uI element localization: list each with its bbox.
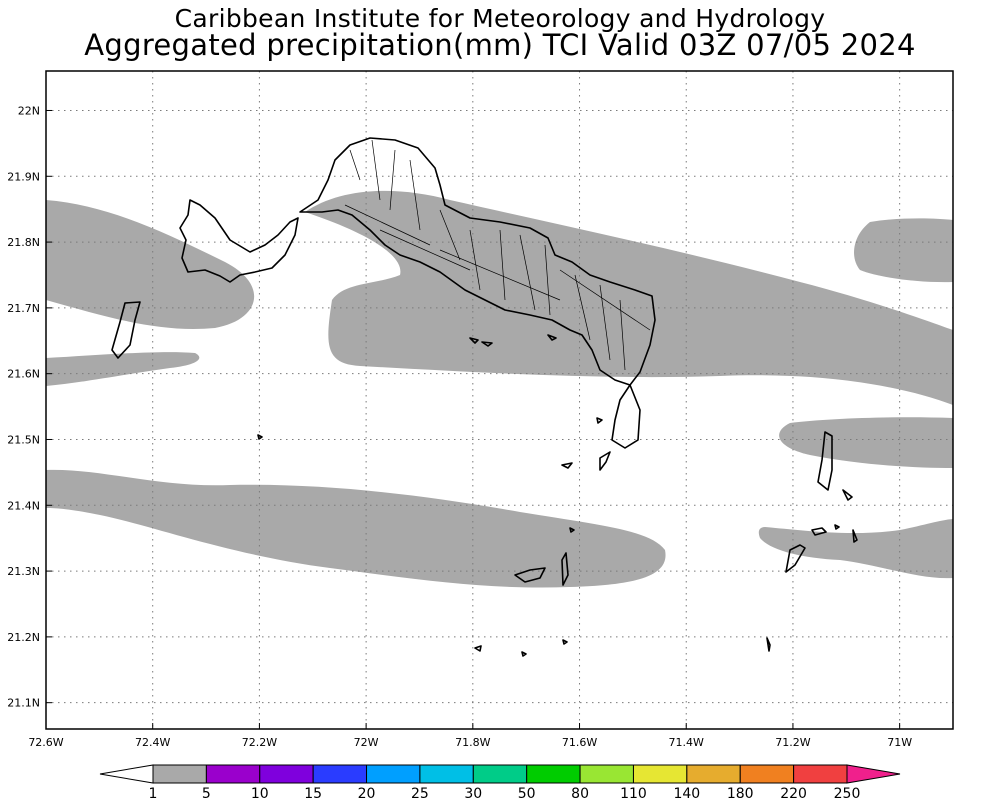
colorbar-label: 140 [673,786,700,800]
colorbar-swatch [739,764,795,784]
colorbar-swatch [152,764,207,784]
colorbar-label: 80 [571,786,589,800]
chart-title: Caribbean Institute for Meteorology and … [174,4,826,33]
lat-tick-label: 21.9N [7,170,40,183]
lat-tick-label: 21.3N [7,565,40,578]
lon-tick-label: 71.2W [775,736,810,749]
lat-tick-label: 21.8N [7,236,40,249]
land-outlines [111,137,858,657]
islet-east-1 [811,489,858,543]
colorbar-swatch [419,764,474,784]
colorbar-label: 180 [727,786,754,800]
colorbar-label: 30 [464,786,482,800]
chart-subtitle: Aggregated precipitation(mm) TCI Valid 0… [84,28,916,62]
lon-tick-label: 71.6W [562,736,597,749]
islet-small-3 [257,434,573,469]
lat-tick-label: 21.6N [7,368,40,381]
lat-tick-label: 22N [18,104,40,117]
colorbar-label: 20 [358,786,376,800]
lat-tick-label: 21.2N [7,631,40,644]
islet-south-rocks [474,637,771,657]
island-north-middle-caicos [299,137,656,386]
colorbar-label: 10 [251,786,269,800]
island-grand-turk [817,431,833,491]
precip-band-west-small [46,352,200,386]
islet-small-1 [469,334,557,347]
lon-tick-label: 72.6W [28,736,63,749]
lon-tick-label: 72W [354,736,379,749]
precip-band-southeast [758,519,953,579]
colorbar-under-arrow [99,764,154,784]
colorbar-swatch [472,764,528,784]
map-grid [46,71,953,729]
colorbar-label: 15 [304,786,322,800]
precip-band-northeast [854,218,953,283]
axis-ticks: 72.6W 72.4W 72.2W 72W 71.8W 71.6W 71.4W 71.2W 71… [7,104,912,749]
lon-tick-label: 72.4W [135,736,170,749]
colorbar-label: 5 [202,786,211,800]
colorbar-swatch [205,764,261,784]
lon-tick-label: 72.2W [242,736,277,749]
island-interior-lines [344,139,651,371]
colorbar-label: 110 [620,786,647,800]
colorbar-legend: 1 5 10 15 20 25 30 50 80 110 140 180 220 250 [99,764,901,800]
island-west-caicos [111,301,141,359]
plot-frame [45,70,954,730]
colorbar-label: 220 [780,786,807,800]
precip-band-central [305,190,953,405]
lon-tick-label: 71.4W [669,736,704,749]
island-providenciales [179,199,299,283]
island-east-caicos-tail [611,384,641,449]
colorbar-swatch [259,764,314,784]
lat-tick-label: 21.7N [7,302,40,315]
island-long-cay [561,527,575,586]
lon-tick-label: 71.8W [455,736,490,749]
colorbar-swatch [312,764,368,784]
colorbar-label: 1 [149,786,158,800]
colorbar-label: 25 [411,786,429,800]
colorbar-over-arrow [846,764,901,784]
colorbar-swatch [686,764,741,784]
precip-areas [46,190,953,588]
lon-tick-label: 71W [887,736,912,749]
islet-small-2 [596,417,611,471]
colorbar-swatch [793,764,848,784]
precip-band-northwest [46,200,255,329]
colorbar-swatch [632,764,688,784]
colorbar-label: 250 [834,786,861,800]
lat-tick-label: 21.1N [7,697,40,710]
colorbar-label: 50 [518,786,536,800]
colorbar-swatch [526,764,581,784]
colorbar-swatch [579,764,634,784]
plot-area [46,71,953,729]
island-salt-cay [785,544,806,573]
precip-band-south [46,469,666,588]
island-south-caicos [514,567,546,583]
lat-tick-label: 21.5N [7,433,40,446]
colorbar-swatch [366,764,421,784]
lat-tick-label: 21.4N [7,499,40,512]
